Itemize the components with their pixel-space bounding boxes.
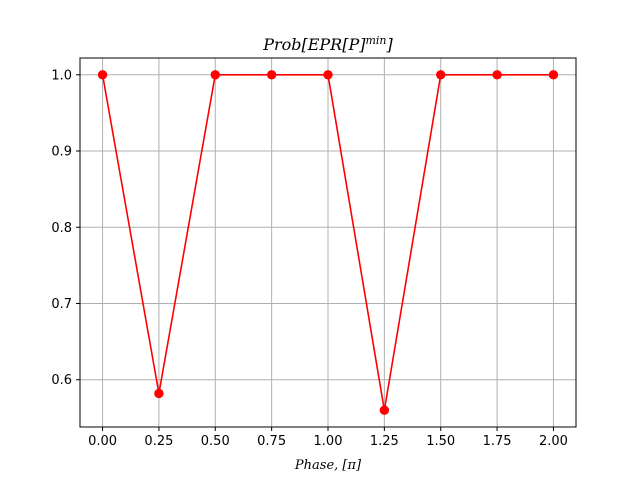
x-tick-label: 0.75 <box>257 434 286 449</box>
x-axis: 0.00 0.25 0.50 0.75 1.00 1.25 1.50 1.75 2.00 <box>88 427 568 449</box>
y-tick-label: 0.6 <box>51 373 72 388</box>
chart-title-main: Prob[EPR[P] <box>262 35 366 54</box>
y-tick-label: 0.7 <box>51 297 72 312</box>
x-tick-label: 1.75 <box>483 434 512 449</box>
data-point <box>436 70 446 80</box>
x-tick-label: 1.25 <box>370 434 399 449</box>
data-point <box>323 70 333 80</box>
data-point <box>548 70 559 80</box>
data-point <box>97 70 108 80</box>
chart-title: Prob[EPR[P]min] <box>262 34 393 54</box>
x-tick-label: 1.00 <box>314 434 343 449</box>
y-axis: 0.6 0.7 0.8 0.9 1.0 <box>51 68 80 388</box>
x-tick-label: 0.25 <box>144 434 173 449</box>
x-axis-label: Phase, [π] <box>294 458 362 473</box>
x-tick-label: 0.50 <box>201 434 230 449</box>
data-point <box>379 405 390 415</box>
data-point <box>492 70 502 80</box>
data-point <box>210 70 220 80</box>
chart-title-close: ] <box>386 35 394 54</box>
data-point <box>266 70 277 80</box>
data-point <box>154 388 164 399</box>
x-tick-label: 2.00 <box>539 434 568 449</box>
x-tick-label: 1.50 <box>426 434 455 449</box>
y-tick-label: 0.8 <box>51 221 72 236</box>
y-tick-label: 0.9 <box>51 145 72 160</box>
chart-title-superscript: min <box>365 34 386 47</box>
x-tick-label: 0.00 <box>88 434 117 449</box>
y-tick-label: 1.0 <box>51 68 72 83</box>
series-layer <box>97 70 559 415</box>
